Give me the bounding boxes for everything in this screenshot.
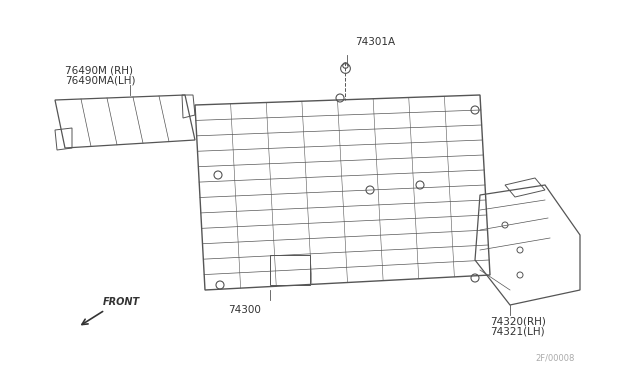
Text: 74301A: 74301A <box>355 37 395 47</box>
Text: 74321(LH): 74321(LH) <box>490 327 545 337</box>
Text: 2F/00008: 2F/00008 <box>536 353 575 362</box>
Text: 76490M (RH): 76490M (RH) <box>65 65 133 75</box>
Text: 76490MA(LH): 76490MA(LH) <box>65 75 136 85</box>
Text: 74320(RH): 74320(RH) <box>490 317 546 327</box>
Text: 74300: 74300 <box>228 305 261 315</box>
Text: FRONT: FRONT <box>103 297 140 307</box>
